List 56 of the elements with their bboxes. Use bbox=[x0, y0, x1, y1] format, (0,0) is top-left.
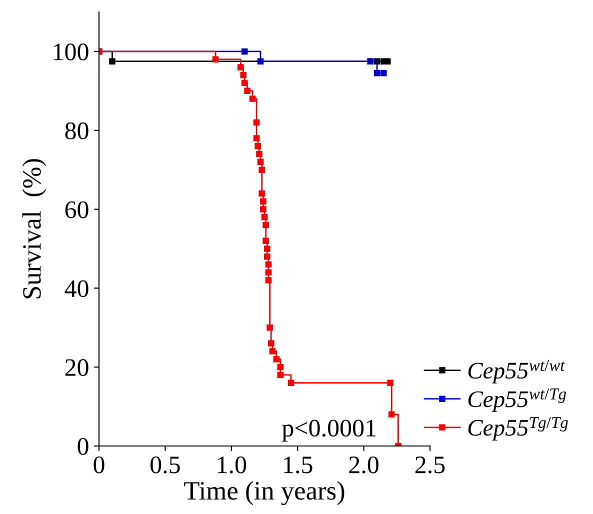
point bbox=[257, 58, 264, 64]
x-axis-title: Time (in years) bbox=[184, 481, 344, 506]
point bbox=[242, 80, 248, 86]
point bbox=[384, 58, 391, 64]
point bbox=[265, 269, 272, 276]
point bbox=[109, 58, 116, 64]
annotation: p<0.0001 bbox=[282, 420, 376, 442]
point bbox=[256, 150, 262, 158]
point bbox=[258, 190, 265, 197]
point bbox=[254, 143, 262, 150]
legend-label: Cep55$^{Tg/Tg}$ bbox=[468, 417, 568, 441]
point bbox=[242, 48, 248, 55]
point bbox=[277, 372, 284, 378]
point bbox=[374, 70, 380, 76]
point bbox=[249, 96, 256, 102]
point bbox=[238, 64, 244, 70]
y-tick-label: 100 bbox=[54, 44, 88, 60]
point bbox=[265, 277, 272, 284]
point bbox=[260, 198, 266, 205]
point bbox=[253, 119, 260, 126]
point bbox=[257, 158, 264, 166]
y-tick-label: 40 bbox=[64, 280, 88, 298]
point bbox=[264, 253, 270, 260]
x-tick-label: 2.5 bbox=[415, 456, 445, 474]
x-tick-label: 1.5 bbox=[284, 456, 312, 474]
point bbox=[258, 166, 265, 173]
point bbox=[261, 214, 268, 220]
point bbox=[387, 380, 394, 386]
point bbox=[277, 364, 284, 370]
legend-label: Cep55$^{wt/Tg}$ bbox=[468, 388, 566, 412]
legend-label: Cep55$^{wt/wt}$ bbox=[468, 360, 566, 384]
point bbox=[260, 206, 266, 212]
point bbox=[268, 340, 274, 347]
point bbox=[240, 72, 246, 78]
point bbox=[273, 356, 280, 362]
y-tick-label: 60 bbox=[65, 201, 88, 218]
point bbox=[262, 222, 269, 228]
point bbox=[244, 88, 250, 94]
point bbox=[265, 261, 272, 268]
point bbox=[212, 56, 219, 62]
x-tick-label: 1.0 bbox=[218, 456, 246, 474]
point bbox=[388, 411, 395, 418]
point bbox=[262, 238, 269, 244]
point bbox=[266, 324, 273, 331]
x-tick-label: 0.5 bbox=[150, 456, 180, 474]
point bbox=[269, 348, 276, 354]
y-tick-label: 0 bbox=[78, 438, 88, 455]
point bbox=[288, 380, 294, 386]
y-tick-label: 20 bbox=[65, 359, 88, 376]
point bbox=[253, 135, 260, 142]
y-axis-title: Survival (%) bbox=[22, 159, 46, 298]
y-tick-label: 80 bbox=[65, 122, 88, 140]
x-tick-label: 0 bbox=[94, 456, 104, 474]
point bbox=[264, 246, 270, 252]
point bbox=[380, 70, 387, 76]
x-tick-label: 2.0 bbox=[349, 456, 378, 474]
